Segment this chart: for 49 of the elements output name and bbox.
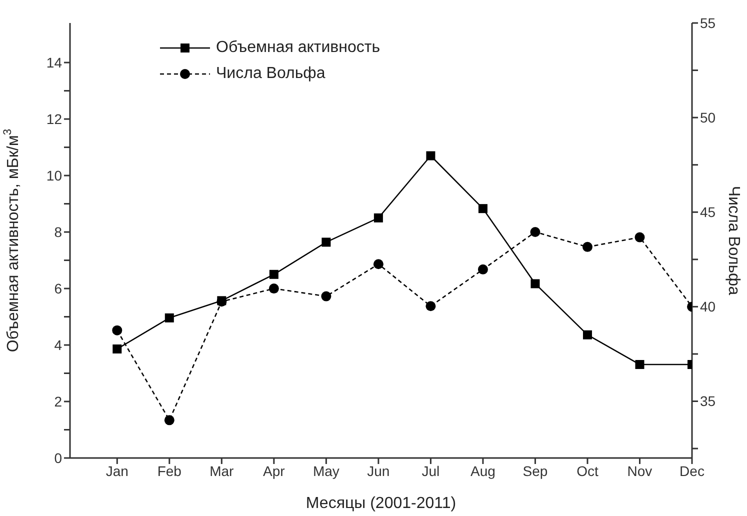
y-tick-label: 0 <box>54 450 62 466</box>
point <box>478 264 488 274</box>
y-tick-label: 4 <box>54 336 62 353</box>
point <box>321 291 332 302</box>
point <box>269 270 278 279</box>
x-tick-label: Aug <box>470 462 496 479</box>
x-tick-label: Jun <box>367 462 390 479</box>
point <box>426 301 436 312</box>
y-tick-label: 6 <box>54 280 62 296</box>
x-tick-label: Jan <box>106 462 128 479</box>
y-tick-label: 10 <box>46 168 62 184</box>
point <box>374 213 383 222</box>
y2-tick-label: 50 <box>700 110 716 126</box>
y2-tick-label: 40 <box>700 298 716 315</box>
point <box>164 415 174 426</box>
x-tick-label: Sep <box>522 462 548 479</box>
x-tick-label: Mar <box>210 462 234 479</box>
y2-axis-title: Числа Вольфа <box>724 186 742 296</box>
point <box>426 151 436 160</box>
legend-label: Объемная активность <box>216 39 380 57</box>
point <box>112 325 122 336</box>
point <box>164 313 174 322</box>
point <box>634 232 645 242</box>
legend-label: Числа Вольфа <box>216 65 326 83</box>
y-tick-label: 2 <box>54 393 62 410</box>
y-tick-label: 8 <box>54 224 62 240</box>
point <box>530 279 540 288</box>
y-tick-label: 14 <box>46 54 62 71</box>
point <box>373 259 384 270</box>
y-tick-label: 12 <box>46 111 62 128</box>
x-tick-label: Dec <box>680 462 704 479</box>
y2-tick-label: 35 <box>700 393 716 410</box>
x-axis-title: Месяцы (2001-2011) <box>306 495 456 512</box>
point <box>112 344 122 354</box>
y2-tick-label: 45 <box>700 204 716 220</box>
point <box>582 242 592 252</box>
x-tick-label: Jul <box>422 462 440 479</box>
x-tick-label: Apr <box>263 462 286 479</box>
point <box>635 360 644 370</box>
x-tick-label: May <box>312 462 340 479</box>
y2-tick-label: 55 <box>700 14 716 31</box>
x-tick-label: Feb <box>157 462 182 479</box>
x-tick-label: Oct <box>576 462 598 479</box>
point <box>478 204 488 214</box>
point <box>582 330 592 340</box>
point <box>530 226 540 237</box>
point <box>322 238 331 247</box>
x-tick-label: Nov <box>627 462 652 479</box>
point <box>268 284 279 294</box>
